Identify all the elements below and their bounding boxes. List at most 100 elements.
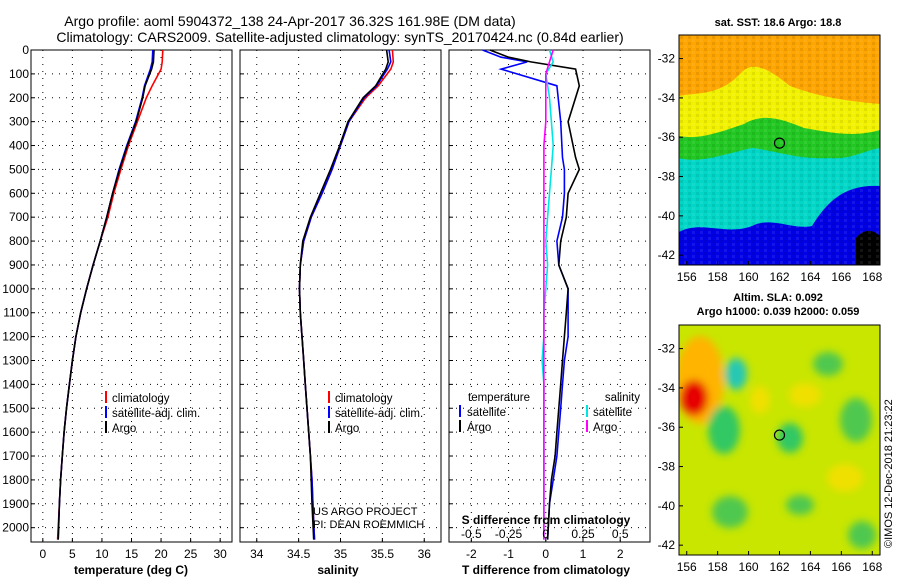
sla-longitude-label: 166: [831, 560, 851, 574]
salinity-axis-label: salinity: [317, 563, 359, 577]
t-difference-tick-labels: -2 -1 0 1 2: [466, 547, 624, 561]
sst-map-title: sat. SST: 18.6 Argo: 18.8: [715, 17, 842, 29]
depth-tick-label: 400: [9, 139, 29, 153]
salinity-tick-labels: 34 34.5 35 35.5 36: [250, 547, 431, 561]
series-line-temperature-satellite: [482, 49, 569, 540]
legend-label-satellite-adj: satellite-adj. clim.: [335, 408, 423, 420]
depth-tick-label: 1200: [2, 330, 29, 344]
depth-tick-label: 2000: [2, 521, 29, 535]
sla-latitude-label: -36: [658, 420, 676, 434]
depth-tick-label: 800: [9, 234, 29, 248]
sla-latitude-label: -34: [658, 381, 676, 395]
depth-tick-label: 1300: [2, 353, 29, 367]
depth-tick-label: 600: [9, 186, 29, 200]
sst-latitude-labels: -32 -34 -36 -38 -40 -42: [658, 52, 683, 262]
sla-longitude-labels: 156 158 160 162 164 166 168: [677, 551, 883, 574]
depth-tick-labels: 0 100 200 300 400 500 600 700 800 900 1000 1100 1200…: [2, 43, 29, 535]
depth-tick-label: 1800: [2, 473, 29, 487]
depth-tick-label: 1500: [2, 401, 29, 415]
s-difference-axis-label: S difference from climatology: [462, 513, 631, 527]
difference-xtick-label: -1: [503, 547, 514, 561]
sla-blob-green-1: [708, 406, 740, 454]
salinity-xtick-label: 36: [418, 547, 432, 561]
difference-xtick-label: -2: [466, 547, 477, 561]
depth-tick-label: 300: [9, 115, 29, 129]
legend-label-t-argo: Argo: [467, 422, 491, 434]
series-line-argo: [57, 49, 155, 540]
series-line-climatology: [298, 49, 395, 540]
series-line-salinity-argo: [543, 49, 554, 540]
depth-tick-label: 500: [9, 162, 29, 176]
temperature-legend: climatology satellite-adj. clim. Argo: [105, 391, 200, 435]
s-difference-tick-label: 0.25: [571, 527, 595, 541]
sst-pixel-noise: [679, 35, 880, 265]
series-line-argo: [298, 49, 390, 540]
sla-map-title-line2: Argo h1000: 0.039 h2000: 0.059: [697, 306, 860, 318]
credit-text: US ARGO PROJECT PI: DEAN ROEMMICH: [313, 506, 424, 531]
sst-longitude-label: 164: [800, 270, 820, 284]
sst-latitude-label: -38: [658, 170, 676, 184]
imos-watermark: ©IMOS 12-Dec-2018 21:23:22: [883, 399, 895, 548]
difference-legend-temperature: temperature satellite Argo: [459, 392, 530, 434]
temperature-xtick-label: 30: [213, 547, 227, 561]
salinity-grid: [240, 49, 441, 542]
temperature-xtick-label: 25: [184, 547, 198, 561]
sst-map-panel: sat. SST: 18.6 Argo: 18.8 156 158 160 162 16…: [658, 17, 883, 284]
sst-longitude-labels: 156 158 160 162 164 166 168: [677, 261, 883, 284]
sst-latitude-label: -42: [658, 248, 676, 262]
series-line-temperature-argo: [489, 49, 581, 540]
temperature-panel: 0100200300400500600700800900100011001200…: [2, 43, 233, 577]
s-difference-tick-label: -0.5: [461, 527, 482, 541]
legend-label-satellite-adj: satellite-adj. clim.: [112, 408, 200, 420]
temperature-xtick-label: 0: [39, 547, 46, 561]
salinity-lines: [298, 49, 395, 540]
difference-lines: [482, 49, 581, 540]
sla-map-panel: Altim. SLA: 0.092 Argo h1000: 0.039 h200…: [658, 292, 883, 574]
sst-longitude-label: 168: [862, 270, 882, 284]
depth-tick-label: 900: [9, 258, 29, 272]
sla-blob-green-6: [786, 495, 814, 515]
temperature-tick-labels: 0 5 10 15 20 25 30: [39, 547, 227, 561]
sst-latitude-label: -32: [658, 52, 676, 66]
sla-blob-yellow-2: [789, 383, 821, 407]
s-difference-tick-label: -0.25: [495, 527, 523, 541]
s-difference-tick-labels: -0.5 -0.25 0 0.25 0.5: [461, 527, 629, 541]
depth-tick-label: 1700: [2, 449, 29, 463]
sst-longitude-label: 162: [769, 270, 789, 284]
sla-blob-cyan: [725, 358, 747, 390]
t-difference-axis-label: T difference from climatology: [462, 563, 630, 577]
figure-title-line2: Climatology: CARS2009. Satellite-adjuste…: [56, 29, 623, 45]
sla-blob-green-2: [777, 423, 803, 453]
legend-label-argo: Argo: [112, 423, 136, 435]
sla-latitude-labels: -32 -34 -36 -38 -40 -42: [658, 342, 683, 552]
s-difference-tick-label: 0.5: [612, 527, 629, 541]
legend-label-climatology: climatology: [335, 393, 393, 405]
sla-longitude-label: 168: [862, 560, 882, 574]
legend-heading-temperature: temperature: [468, 392, 530, 404]
sla-blob-yellow-1: [750, 386, 770, 414]
sla-longitude-label: 160: [739, 560, 759, 574]
argo-position-marker: [773, 429, 786, 441]
temperature-grid: [31, 49, 232, 542]
sst-longitude-label: 166: [831, 270, 851, 284]
difference-grid: [449, 49, 650, 542]
difference-panel: -2 -1 0 1 2 T difference from climatology S …: [448, 49, 651, 577]
legend-label-argo: Argo: [335, 423, 359, 435]
sst-latitude-label: -34: [658, 91, 676, 105]
difference-legend-salinity: salinity satellite Argo: [586, 392, 640, 434]
legend-heading-salinity: salinity: [605, 392, 640, 404]
temperature-lines: [56, 49, 164, 540]
depth-tick-label: 1600: [2, 425, 29, 439]
sla-latitude-label: -32: [658, 342, 676, 356]
sla-latitude-label: -38: [658, 460, 676, 474]
sla-longitude-label: 158: [708, 560, 728, 574]
sla-latitude-label: -42: [658, 538, 676, 552]
depth-tick-label: 700: [9, 210, 29, 224]
legend-label-climatology: climatology: [112, 393, 170, 405]
depth-tick-label: 1100: [3, 306, 29, 320]
depth-tick-label: 200: [9, 91, 29, 105]
salinity-panel: 34 34.5 35 35.5 36 salinity climatology sate…: [239, 49, 442, 577]
series-line-climatology: [56, 49, 164, 540]
temperature-axis-label: temperature (deg C): [74, 563, 188, 577]
sla-longitude-label: 164: [800, 560, 820, 574]
